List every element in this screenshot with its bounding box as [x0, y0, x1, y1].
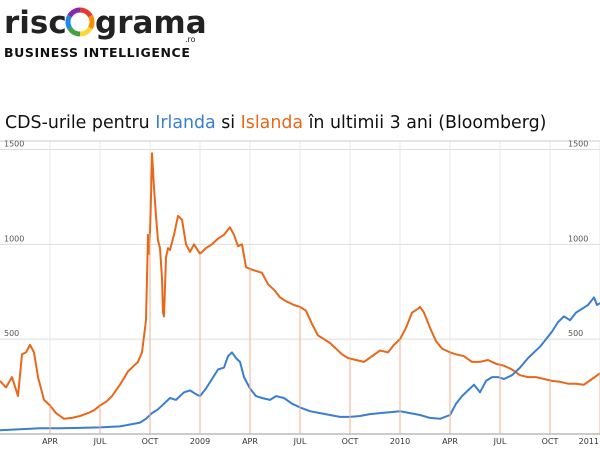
logo-ring-segment: [79, 7, 93, 18]
x-tick-label: OCT: [142, 437, 159, 446]
x-tick-label: OCT: [342, 437, 359, 446]
x-tick-label: JUL: [493, 437, 507, 446]
x-tick-label: APR: [242, 437, 258, 446]
y-tick-label-right: 1000: [568, 234, 588, 243]
y-tick-label-left: 500: [4, 329, 19, 338]
title-islanda: Islanda: [240, 113, 304, 133]
series-line-islanda: [0, 152, 600, 420]
logo-ring-segment: [67, 7, 81, 18]
y-tick-label-left: 1500: [4, 140, 24, 148]
x-tick-label: APR: [42, 437, 58, 446]
title-irlanda: Irlanda: [155, 113, 216, 133]
series-line-irlanda: [0, 296, 600, 432]
logo-name-right: grama: [95, 5, 207, 41]
title-suffix: în ultimii 3 ani (Bloomberg): [303, 113, 547, 133]
logo-ring-segment: [65, 14, 72, 30]
logo-tagline: BUSINESS INTELLIGENCE: [4, 45, 190, 60]
logo-ring-segment: [88, 14, 95, 30]
y-tick-label-right: 500: [568, 329, 583, 338]
x-tick-label: JUL: [293, 437, 307, 446]
y-tick-label-right: 1500: [568, 140, 588, 148]
logo-domain: .ro: [185, 35, 196, 44]
chart-title: CDS-urile pentru Irlanda si Islanda în u…: [5, 113, 546, 133]
cds-line-chart: 500 500 1000 1000 1500 1500 APR JUL OCT 2009 APR JU…: [0, 140, 600, 446]
logo-name-left: risc: [4, 5, 67, 41]
title-middle: si: [215, 113, 241, 133]
logo-ring-icon: [65, 7, 95, 37]
title-prefix: CDS-urile pentru: [5, 113, 156, 133]
riscograma-logo: risc grama .ro BUSINESS INTELLIGENCE: [4, 5, 207, 60]
x-tick-label: OCT: [542, 437, 559, 446]
x-tick-label: 2009: [190, 437, 210, 446]
chart-series: [0, 152, 600, 434]
x-tick-label: 2011: [579, 437, 599, 446]
logo-ring-segment: [79, 26, 93, 37]
chart-labels: 500 500 1000 1000 1500 1500 APR JUL OCT 2009 APR JU…: [4, 140, 599, 446]
x-tick-label: APR: [442, 437, 458, 446]
x-tick-label: 2010: [390, 437, 410, 446]
x-tick-label: JUL: [93, 437, 107, 446]
y-tick-label-left: 1000: [4, 234, 24, 243]
logo-ring-segment: [67, 26, 81, 37]
